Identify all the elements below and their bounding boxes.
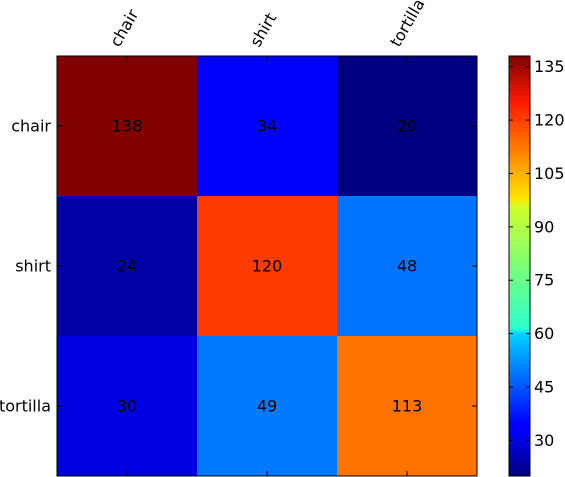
cell-value-label: 34	[257, 117, 277, 136]
cell-value-label: 49	[257, 397, 277, 416]
cell-value-label: 30	[117, 397, 137, 416]
colorbar-tick-label: 105	[534, 164, 565, 183]
colorbar-tick-label: 30	[534, 431, 554, 450]
colorbar-tick-label: 45	[534, 378, 554, 397]
heatmap-cell	[337, 196, 478, 337]
y-tick-label: chair	[11, 117, 51, 136]
cell-value-labels: 138 34 20 24 120 48 30 49 113	[112, 117, 423, 416]
colorbar-tick-label: 135	[534, 57, 565, 76]
x-tick-label: shirt	[246, 10, 280, 50]
colorbar-tick-label: 60	[534, 324, 554, 343]
x-tick-label: chair	[106, 6, 143, 50]
x-tick-label: tortilla	[386, 0, 428, 50]
cell-value-label: 20	[397, 117, 417, 136]
heatmap-cell	[197, 56, 338, 197]
heatmap-cell	[337, 56, 478, 197]
cell-value-label: 113	[392, 397, 423, 416]
colorbar-gradient	[508, 55, 531, 477]
heatmap-cells	[57, 56, 478, 477]
cell-value-label: 48	[397, 257, 417, 276]
colorbar-ticks: 30 45 60 75 90 105 120 135	[509, 57, 565, 450]
heatmap-cell	[57, 196, 198, 337]
y-axis-ticks: chair shirt tortilla	[0, 117, 477, 416]
colorbar-tick-label: 120	[534, 111, 565, 130]
colorbar-tick-label: 90	[534, 217, 554, 236]
cell-value-label: 24	[117, 257, 137, 276]
heatmap-cell	[197, 196, 338, 337]
heatmap-cell	[57, 56, 198, 197]
heatmap-cell	[57, 336, 198, 477]
y-tick-label: shirt	[15, 257, 51, 276]
heatmap-cell	[337, 336, 478, 477]
y-tick-label: tortilla	[0, 397, 51, 416]
cell-value-label: 138	[112, 117, 143, 136]
colorbar-tick-label: 75	[534, 271, 554, 290]
cell-value-label: 120	[252, 257, 283, 276]
colorbar: 30 45 60 75 90 105 120 135	[508, 55, 565, 477]
heatmap-cell	[197, 336, 338, 477]
